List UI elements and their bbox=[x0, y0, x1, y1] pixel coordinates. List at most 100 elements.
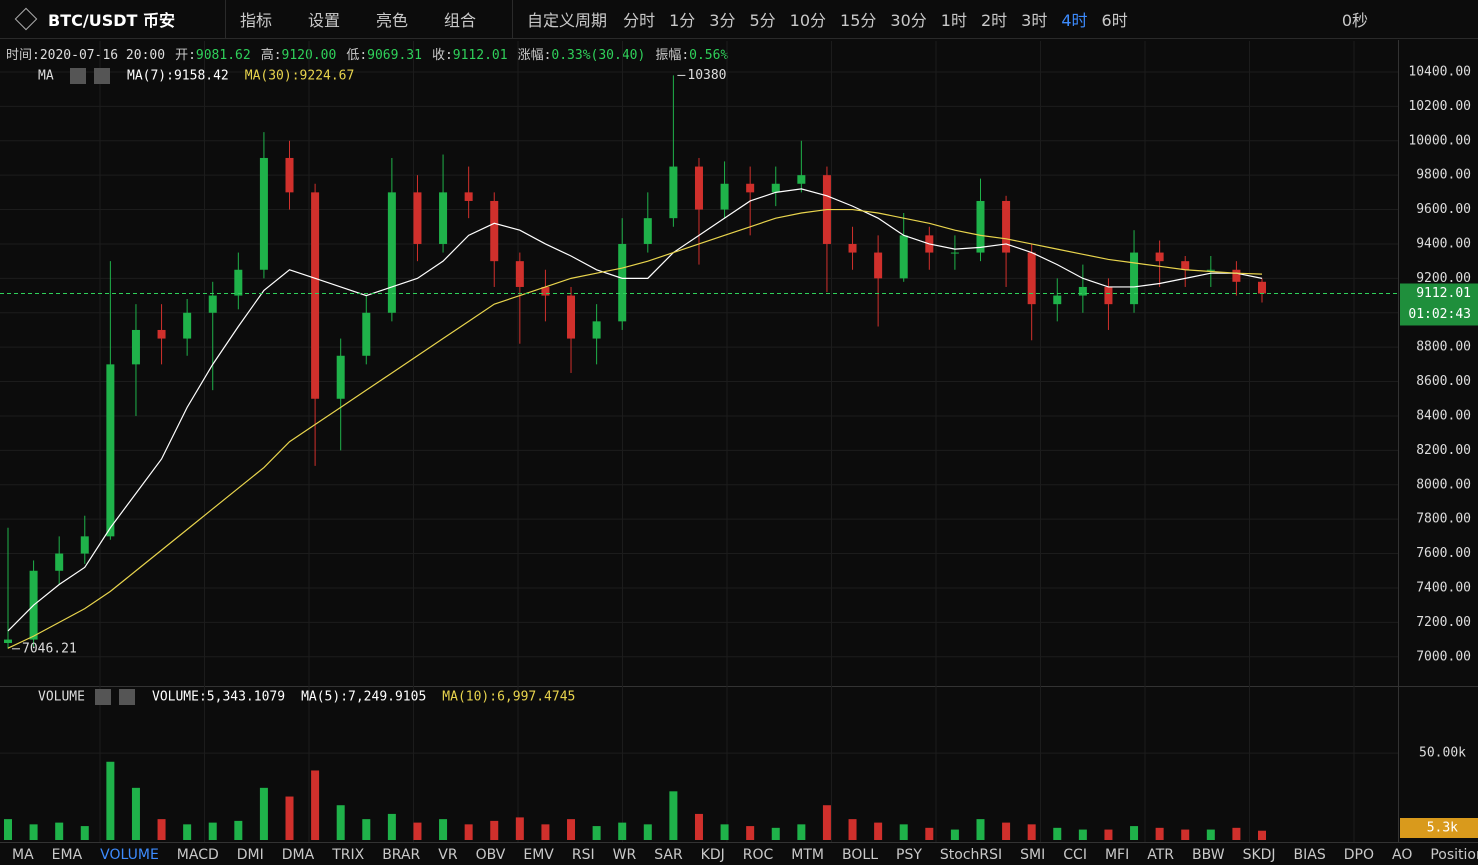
volume-bar bbox=[311, 770, 320, 840]
volume-bar bbox=[797, 824, 806, 840]
volume-bar bbox=[1155, 827, 1164, 840]
symbol[interactable]: BTC/USDT 币安 bbox=[48, 11, 175, 30]
volume-label: 5.3k bbox=[1427, 821, 1458, 836]
candle-body bbox=[106, 364, 115, 537]
volume-bar bbox=[259, 787, 268, 840]
info-value: 9069.31 bbox=[367, 48, 422, 63]
volume-bar bbox=[592, 826, 601, 840]
candle-body bbox=[464, 192, 473, 201]
y-tick-label: 8000.00 bbox=[1416, 477, 1471, 492]
indicator-tab[interactable]: MACD bbox=[176, 846, 219, 863]
volume-bar bbox=[208, 822, 217, 840]
info-value: 2020-07-16 20:00 bbox=[39, 48, 166, 63]
period-button[interactable]: 4时 bbox=[1061, 11, 1088, 30]
volume-bar bbox=[643, 824, 652, 840]
volume-bar bbox=[1232, 827, 1241, 840]
indicator-tab[interactable]: EMV bbox=[523, 846, 554, 863]
period-button[interactable]: 3分 bbox=[709, 11, 736, 30]
indicator-tab[interactable]: SMI bbox=[1020, 846, 1046, 863]
volume-legend: MA(5):7,249.9105 bbox=[301, 690, 426, 705]
indicator-tab[interactable]: DPO bbox=[1343, 846, 1374, 863]
period-button[interactable]: 5分 bbox=[749, 11, 776, 30]
period-button[interactable]: 6时 bbox=[1101, 11, 1128, 30]
candle-body bbox=[643, 218, 652, 244]
y-tick-label: 8600.00 bbox=[1416, 374, 1471, 389]
info-label: 涨幅: bbox=[517, 48, 552, 63]
countdown: 01:02:43 bbox=[1408, 307, 1471, 322]
timer: 0秒 bbox=[1341, 11, 1368, 30]
tool-button[interactable]: 亮色 bbox=[376, 11, 409, 30]
indicator-tab[interactable]: EMA bbox=[51, 846, 83, 863]
indicator-tab[interactable]: ATR bbox=[1147, 846, 1174, 863]
tool-button[interactable]: 组合 bbox=[444, 11, 477, 30]
info-label: 低: bbox=[346, 48, 368, 63]
indicator-tab[interactable]: BIAS bbox=[1293, 846, 1326, 863]
indicator-name: VOLUME bbox=[38, 690, 85, 705]
indicator-tab[interactable]: BBW bbox=[1192, 846, 1225, 863]
indicator-tab[interactable]: MTM bbox=[791, 846, 825, 863]
candle-body bbox=[1104, 286, 1113, 305]
indicator-tab[interactable]: VR bbox=[438, 846, 458, 863]
indicator-tab[interactable]: MA bbox=[12, 846, 34, 863]
separator bbox=[512, 0, 514, 38]
indicator-tab[interactable]: TRIX bbox=[332, 846, 365, 863]
volume-bar bbox=[1206, 829, 1215, 840]
indicator-tab[interactable]: WR bbox=[612, 846, 637, 863]
indicator-tab[interactable]: MFI bbox=[1104, 846, 1130, 863]
period-button[interactable]: 2时 bbox=[980, 11, 1008, 30]
y-tick-label: 7200.00 bbox=[1416, 615, 1471, 630]
indicator-tab[interactable]: BOLL bbox=[842, 846, 878, 863]
indicator-tab[interactable]: CCI bbox=[1063, 846, 1087, 863]
info-value: 9081.62 bbox=[195, 48, 251, 63]
low-label: 7046.21 bbox=[22, 641, 77, 656]
period-button[interactable]: 15分 bbox=[840, 11, 877, 30]
y-tick-label: 8800.00 bbox=[1416, 340, 1471, 355]
indicator-tab[interactable]: StochRSI bbox=[939, 846, 1003, 863]
indicator-tab[interactable]: RSI bbox=[571, 846, 595, 863]
indicator-tab[interactable]: SKDJ bbox=[1242, 846, 1276, 863]
candle-body bbox=[183, 312, 192, 339]
indicator-tab[interactable]: AO bbox=[1392, 846, 1413, 863]
y-tick-label: 7600.00 bbox=[1416, 546, 1471, 561]
period-button[interactable]: 30分 bbox=[890, 11, 927, 30]
volume-bar bbox=[1078, 829, 1087, 840]
period-button[interactable]: 1分 bbox=[669, 11, 696, 30]
separator bbox=[224, 0, 226, 38]
indicator-tab[interactable]: SAR bbox=[654, 846, 683, 863]
volume-bar bbox=[413, 822, 422, 840]
indicator-tab[interactable]: KDJ bbox=[700, 846, 725, 863]
y-tick-label: 8400.00 bbox=[1416, 408, 1471, 423]
period-button[interactable]: 10分 bbox=[789, 11, 827, 30]
volume-bar bbox=[720, 824, 729, 840]
y-tick-label: 8200.00 bbox=[1416, 443, 1471, 458]
candle-body bbox=[285, 157, 294, 193]
volume-box bbox=[1400, 818, 1478, 838]
period-button[interactable]: 分时 bbox=[623, 11, 656, 30]
volume-legend: MA(10):6,997.4745 bbox=[442, 690, 575, 705]
indicator-tab[interactable]: PSY bbox=[896, 846, 922, 863]
tool-button[interactable]: 指标 bbox=[239, 11, 272, 30]
indicator-tab[interactable]: VOLUME bbox=[100, 846, 159, 863]
candle-body bbox=[362, 312, 371, 356]
tool-button[interactable]: 设置 bbox=[308, 11, 341, 30]
period-button[interactable]: 3时 bbox=[1021, 11, 1048, 30]
indicator-tab[interactable]: OBV bbox=[475, 846, 506, 863]
y-tick-label: 7000.00 bbox=[1416, 649, 1471, 664]
candle-body bbox=[413, 192, 422, 244]
volume-bar bbox=[822, 805, 831, 840]
indicator-tab[interactable]: DMI bbox=[236, 846, 264, 863]
candle-body bbox=[234, 269, 243, 296]
candle-body bbox=[541, 286, 550, 296]
info-value: 9112.01 bbox=[452, 48, 508, 63]
settings-icon bbox=[95, 689, 111, 705]
y-tick-label: 7800.00 bbox=[1416, 512, 1471, 527]
custom-period[interactable]: 自定义周期 bbox=[527, 11, 608, 30]
indicator-tab[interactable]: ROC bbox=[742, 846, 774, 863]
indicator-tab[interactable]: Position bbox=[1430, 846, 1478, 863]
period-button[interactable]: 1时 bbox=[940, 11, 967, 30]
indicator-tab[interactable]: BRAR bbox=[382, 846, 421, 863]
volume-bar bbox=[976, 819, 985, 840]
indicator-tab[interactable]: DMA bbox=[281, 846, 315, 863]
volume-bar bbox=[439, 819, 448, 840]
